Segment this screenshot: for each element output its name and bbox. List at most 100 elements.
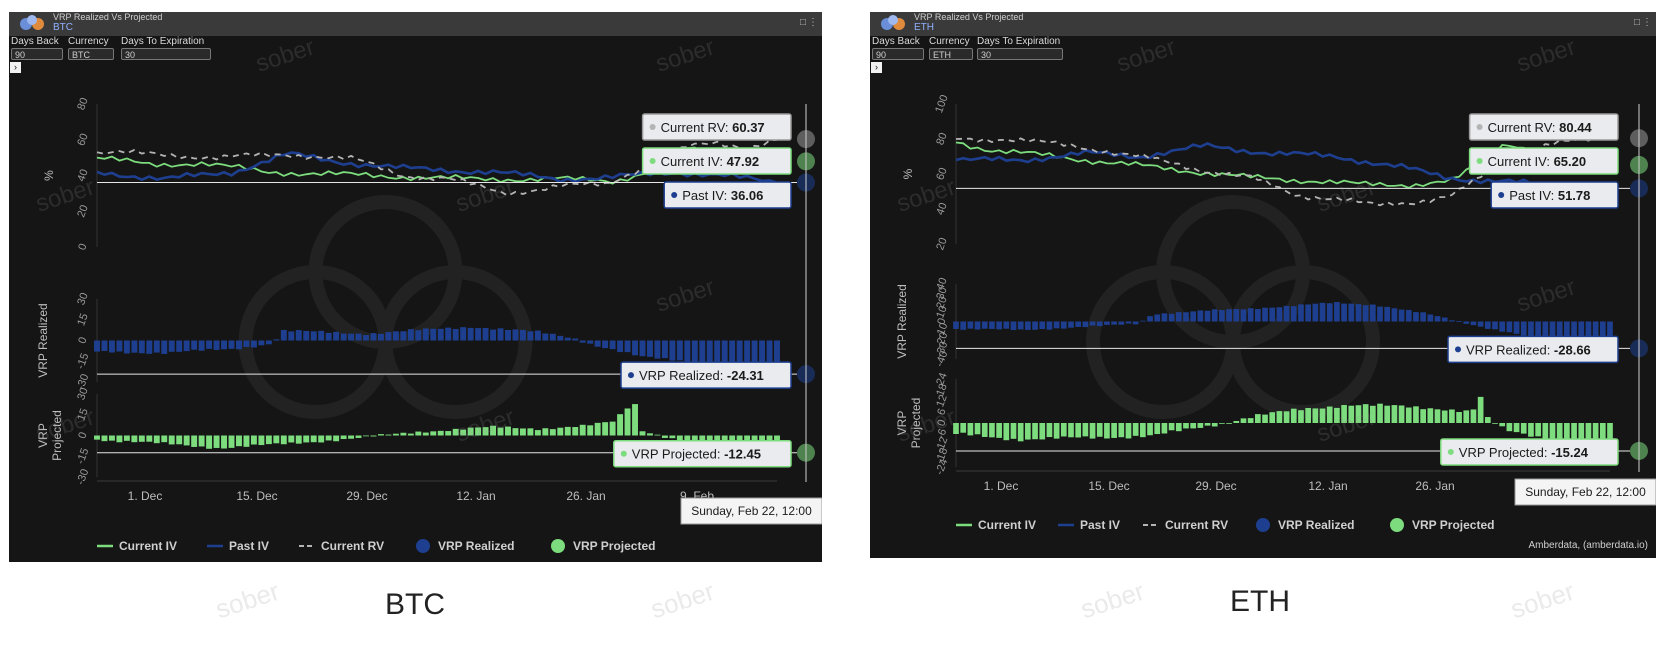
vrp-bar [288,435,295,443]
tooltip-past-iv: Past IV: 51.78 [1490,181,1619,209]
vrp-bar [1362,404,1369,423]
vrp-bar [691,340,698,363]
days-to-expiration-label: Days To Expiration [977,36,1061,47]
days-back-input[interactable]: 90 [872,48,924,60]
tooltip-value: 65.20 [1554,154,1587,169]
y-tick-label: 6 [935,407,948,417]
tooltip-text: VRP Projected: -12.45 [632,447,761,462]
vrp-bar [333,331,340,341]
vrp-bar [1484,417,1491,423]
vrp-bar [437,430,444,436]
vrp-bar [146,340,153,354]
vrp-bar [1398,405,1405,423]
vrp-bar [445,327,452,341]
bookmark-icon[interactable]: □ [1633,17,1640,28]
tooltip-label: Current RV: [661,120,733,135]
more-menu-icon[interactable]: ⋮ [1642,17,1652,28]
vrp-bar [1506,321,1513,333]
days-to-expiration-input[interactable]: 30 [977,48,1063,60]
vrp-bar [161,340,168,354]
tooltip-dot [671,192,678,198]
vrp-bar [1499,423,1506,427]
vrp-bar [1197,423,1204,428]
y-axis-label: VRP Realized [895,284,909,358]
vrp-bar [1132,423,1139,436]
vrp-bar [1513,423,1520,433]
y-tick-label: -15 [75,352,92,371]
currency-input[interactable]: ETH [929,48,973,60]
vrp-bar [1269,307,1276,322]
vrp-bar [1089,423,1096,439]
vrp-bar [744,340,751,370]
eth-caption: ETH [1230,585,1290,618]
vrp-bar [1542,321,1549,340]
expand-toggle-button[interactable]: › [10,62,21,73]
vrp-bar [146,435,153,442]
vrp-bar [1312,303,1319,322]
vrp-bar [325,332,332,341]
legend-label: VRP Realized [1278,518,1354,532]
vrp-bar [1312,408,1319,423]
date-tooltip-text: Sunday, Feb 22, 12:00 [691,504,812,518]
vrp-bar [1262,414,1268,423]
tooltip-text: Current RV: 60.37 [661,120,765,135]
more-menu-icon[interactable]: ⋮ [808,17,818,28]
vrp-bar [617,414,624,436]
y-tick-label: 80 [934,131,949,147]
vrp-bar [1578,423,1585,447]
vrp-bar [1003,321,1010,329]
vrp-bar [1592,321,1599,347]
bookmark-icon[interactable]: □ [799,17,806,28]
y-tick-label: -30 [75,467,92,486]
tooltip-label: Past IV: [1509,188,1558,203]
x-tick-label: 12. Jan [1308,479,1347,493]
vrp-bar [1219,310,1225,322]
vrp-bar [94,435,100,440]
vrp-bar [1556,321,1563,343]
vrp-bar [191,340,198,350]
vrp-bar [1492,423,1498,424]
vrp-bar [415,431,422,436]
vrp-bar [445,431,452,436]
y-tick-label: 18 [934,382,949,398]
vrp-bar [467,427,474,436]
vrp-bar [1247,308,1254,322]
tooltip-dot [620,450,627,457]
vrp-bar [1154,314,1161,322]
vrp-bar [1140,320,1146,322]
vrp-bar [1298,410,1304,423]
widget-title-bar: VRP Realized Vs Projected BTC □ ⋮ [9,12,822,36]
vrp-bar [1060,423,1067,437]
tooltip-dot [1498,192,1505,198]
vrp-bar [1470,409,1477,423]
vrp-bar [1427,314,1434,322]
tooltip-text: Current IV: 65.20 [1488,154,1587,169]
vrp-bar [1283,305,1290,322]
days-back-label: Days Back [11,36,59,47]
y-tick-label: 30 [934,286,949,302]
vrp-bar [250,340,257,348]
y-tick-label: 15 [75,312,90,328]
days-to-expiration-input[interactable]: 30 [121,48,211,60]
vrp-bar [1492,321,1498,330]
vrp-bar [974,423,981,435]
vrp-bar [1082,423,1089,437]
y-tick-label: -30 [934,340,951,359]
vrp-bar [684,435,691,442]
expand-toggle-button[interactable]: › [871,62,882,73]
days-back-input[interactable]: 90 [11,48,63,60]
currency-input[interactable]: BTC [68,48,114,60]
vrp-bar [624,340,631,353]
vrp-bar [1341,303,1347,322]
y-tick-label: 0 [76,431,89,441]
tooltip-text: Current IV: 47.92 [661,154,760,169]
x-tick-label: 1. Dec [128,489,163,503]
vrp-bar [123,340,130,354]
vrp-bar [639,431,646,436]
tooltip-vrp-projected: VRP Projected: -12.45 [613,439,792,468]
legend-dot-symbol [551,539,565,553]
vrp-bar [1535,423,1541,437]
vrp-bar [1463,410,1470,423]
vrp-bar [1111,321,1117,325]
vrp-bar [213,340,220,350]
